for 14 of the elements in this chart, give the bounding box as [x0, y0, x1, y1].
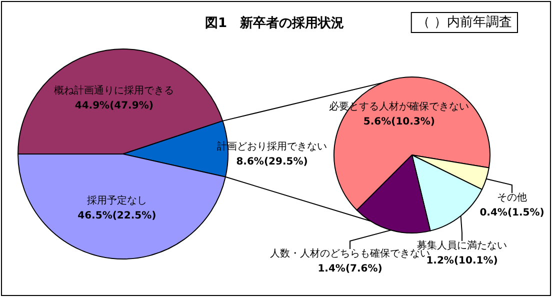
- data-label: 5.6%(10.3%): [363, 116, 435, 128]
- data-label: 0.4%(1.5%): [480, 208, 544, 218]
- data-label: 44.9%(47.9%): [74, 100, 154, 112]
- slice-label: 採用予定なし: [86, 194, 147, 207]
- slice-label: 募集人員に満たない: [417, 240, 507, 252]
- chart-title: 図1 新卒者の採用状況: [205, 15, 344, 31]
- data-label: 1.4%(7.6%): [318, 264, 382, 274]
- slice-label: 概ね計画通りに採用できる: [54, 84, 174, 97]
- data-label: 1.2%(10.1%): [426, 256, 498, 266]
- data-label: 46.5%(22.5%): [78, 210, 156, 222]
- slice-label: その他: [497, 192, 527, 204]
- data-label: 8.6%(29.5%): [236, 156, 308, 168]
- slice-label: 必要とする人材が確保できない: [329, 100, 470, 113]
- text: （ ）内前年調査: [416, 15, 512, 30]
